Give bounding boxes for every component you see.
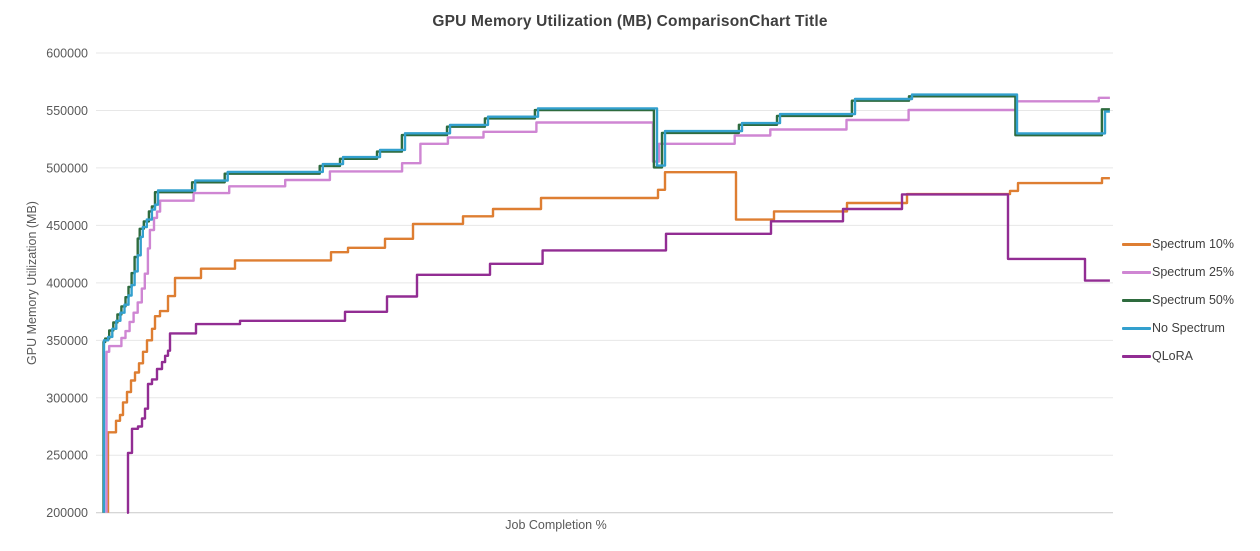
legend-label-spectrum-10-: Spectrum 10% bbox=[1152, 237, 1234, 251]
legend-swatch-spectrum-10- bbox=[1122, 242, 1151, 246]
y-tick-label: 250000 bbox=[46, 449, 88, 463]
y-tick-label: 450000 bbox=[46, 219, 88, 233]
y-tick-label: 200000 bbox=[46, 506, 88, 520]
series-line-spectrum-10- bbox=[106, 171, 1110, 513]
legend-label-no-spectrum: No Spectrum bbox=[1152, 321, 1225, 335]
legend-item-spectrum-10-: Spectrum 10% bbox=[1122, 230, 1234, 258]
legend-label-qlora: QLoRA bbox=[1152, 349, 1193, 363]
legend: Spectrum 10% Spectrum 25% Spectrum 50% No S… bbox=[1122, 230, 1234, 370]
y-tick-label: 300000 bbox=[46, 391, 88, 405]
legend-swatch-spectrum-25- bbox=[1122, 270, 1151, 274]
y-tick-label: 600000 bbox=[46, 47, 88, 61]
legend-swatch-no-spectrum bbox=[1122, 326, 1151, 330]
series-line-spectrum-50- bbox=[102, 95, 1110, 513]
series-line-no-spectrum bbox=[102, 93, 1110, 513]
y-tick-label: 400000 bbox=[46, 276, 88, 290]
legend-item-no-spectrum: No Spectrum bbox=[1122, 314, 1234, 342]
y-tick-label: 500000 bbox=[46, 161, 88, 175]
legend-swatch-qlora bbox=[1122, 354, 1151, 358]
legend-label-spectrum-25-: Spectrum 25% bbox=[1152, 265, 1234, 279]
series-line-spectrum-25- bbox=[105, 96, 1110, 513]
chart-title: GPU Memory Utilization (MB) ComparisonCh… bbox=[432, 13, 828, 30]
y-tick-label: 350000 bbox=[46, 334, 88, 348]
series-line-qlora bbox=[126, 193, 1110, 514]
legend-item-spectrum-25-: Spectrum 25% bbox=[1122, 258, 1234, 286]
y-tick-label: 550000 bbox=[46, 104, 88, 118]
x-axis-title: Job Completion % bbox=[505, 518, 607, 532]
legend-item-qlora: QLoRA bbox=[1122, 342, 1234, 370]
legend-swatch-spectrum-50- bbox=[1122, 298, 1151, 302]
legend-label-spectrum-50-: Spectrum 50% bbox=[1152, 293, 1234, 307]
y-axis-title-text: GPU Memory Utilization (MB) bbox=[25, 201, 39, 365]
legend-item-spectrum-50-: Spectrum 50% bbox=[1122, 286, 1234, 314]
